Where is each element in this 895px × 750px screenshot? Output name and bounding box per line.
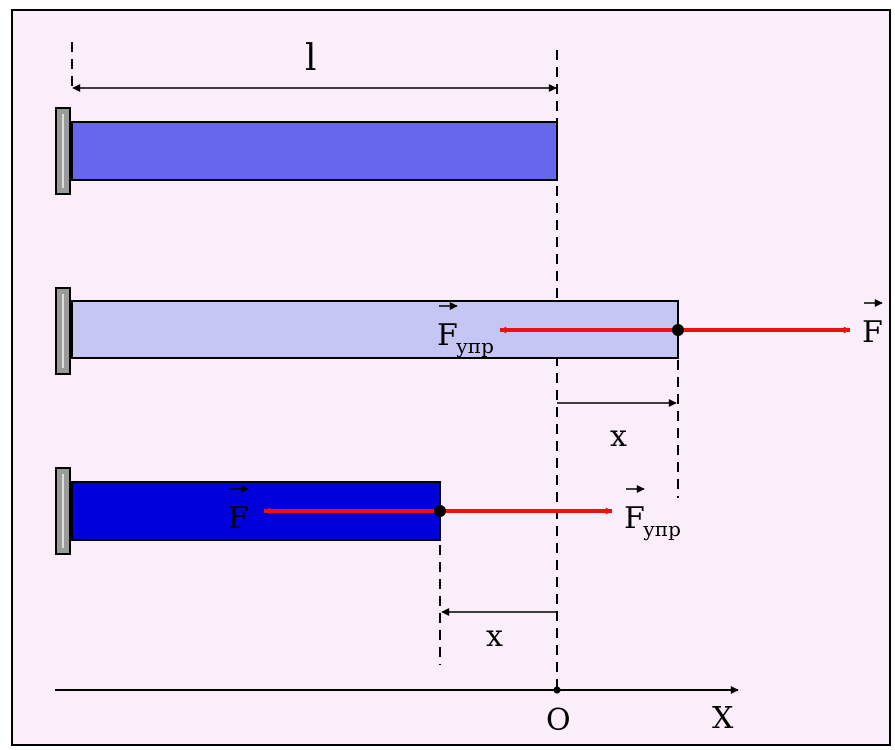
elastic-force-label-compress: F упр bbox=[624, 485, 681, 541]
applied-force-label-stretch: F bbox=[862, 299, 883, 350]
stretch-application-point bbox=[672, 324, 684, 336]
origin-point bbox=[553, 686, 561, 694]
svg-text:F: F bbox=[228, 501, 249, 536]
wall-top bbox=[55, 107, 71, 195]
svg-text:F: F bbox=[624, 501, 645, 536]
svg-text:упр: упр bbox=[643, 517, 681, 541]
stretch-displacement-label: x bbox=[610, 419, 627, 454]
diagram-panel bbox=[11, 9, 891, 746]
compress-displacement-label: x bbox=[486, 619, 503, 654]
elastic-force-label-stretch: F упр bbox=[437, 302, 494, 358]
walls bbox=[55, 107, 71, 555]
svg-text:F: F bbox=[862, 315, 883, 350]
length-label: l bbox=[305, 38, 317, 79]
axis-label: X bbox=[712, 701, 734, 736]
svg-text:упр: упр bbox=[456, 334, 494, 358]
wall-middle bbox=[55, 287, 71, 375]
svg-text:F: F bbox=[437, 318, 458, 353]
applied-force-label-compress: F bbox=[228, 485, 249, 536]
origin-label: O bbox=[546, 703, 571, 738]
rod-rest bbox=[71, 121, 558, 181]
wall-bottom bbox=[55, 467, 71, 555]
compress-application-point bbox=[434, 505, 446, 517]
